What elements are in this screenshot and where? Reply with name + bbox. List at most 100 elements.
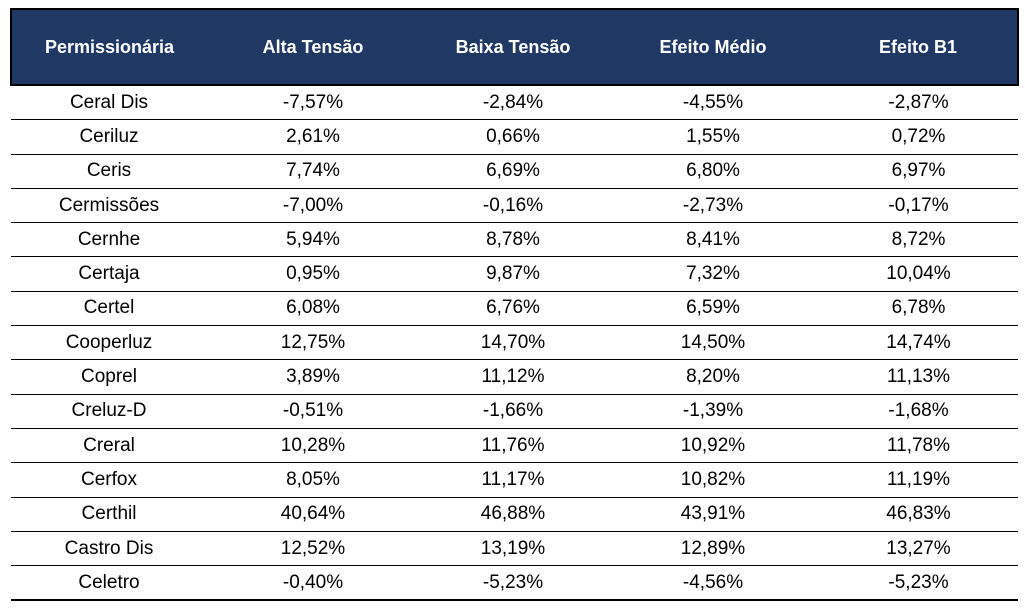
efeito-medio-cell: 10,82% — [607, 462, 819, 498]
table-row: Creral 10,28% 11,76% 10,92% 11,78% — [11, 428, 1018, 464]
permissionaria-cell: Castro Dis — [11, 531, 207, 567]
baixa-tensao-cell: 0,66% — [419, 119, 607, 155]
tariff-effect-table: Permissionária Alta Tensão Baixa Tensão … — [10, 8, 1019, 602]
column-header-baixa-tensao: Baixa Tensão — [419, 8, 607, 86]
alta-tensao-cell: 10,28% — [207, 428, 419, 464]
baixa-tensao-cell: 11,12% — [419, 359, 607, 395]
permissionaria-cell: Certel — [11, 291, 207, 327]
table-row: Creluz-D -0,51% -1,66% -1,39% -1,68% — [11, 394, 1018, 429]
alta-tensao-cell: 12,52% — [207, 531, 419, 567]
alta-tensao-cell: 6,08% — [207, 291, 419, 327]
alta-tensao-cell: 5,94% — [207, 222, 419, 258]
baixa-tensao-cell: 13,19% — [419, 531, 607, 567]
baixa-tensao-cell: 6,76% — [419, 291, 607, 327]
permissionaria-cell: Ceral Dis — [11, 85, 207, 121]
efeito-medio-cell: -4,56% — [607, 565, 819, 602]
alta-tensao-cell: 2,61% — [207, 119, 419, 155]
permissionaria-cell: Cernhe — [11, 222, 207, 258]
baixa-tensao-cell: 6,69% — [419, 154, 607, 189]
table-row: Coprel 3,89% 11,12% 8,20% 11,13% — [11, 359, 1018, 395]
efeito-medio-cell: 1,55% — [607, 119, 819, 155]
table-row: Ceriluz 2,61% 0,66% 1,55% 0,72% — [11, 119, 1018, 155]
alta-tensao-cell: -0,51% — [207, 394, 419, 429]
efeito-medio-cell: 6,59% — [607, 291, 819, 327]
baixa-tensao-cell: 46,88% — [419, 497, 607, 532]
table-row: Ceris 7,74% 6,69% 6,80% 6,97% — [11, 154, 1018, 189]
baixa-tensao-cell: 9,87% — [419, 256, 607, 292]
table-row: Celetro -0,40% -5,23% -4,56% -5,23% — [11, 565, 1018, 602]
permissionaria-cell: Certaja — [11, 256, 207, 292]
baixa-tensao-cell: -5,23% — [419, 565, 607, 602]
permissionaria-cell: Ceriluz — [11, 119, 207, 155]
column-header-efeito-b1: Efeito B1 — [819, 8, 1019, 86]
alta-tensao-cell: 0,95% — [207, 256, 419, 292]
baixa-tensao-cell: 14,70% — [419, 325, 607, 361]
efeito-b1-cell: 14,74% — [819, 325, 1018, 361]
efeito-medio-cell: -1,39% — [607, 394, 819, 429]
efeito-b1-cell: 8,72% — [819, 222, 1018, 258]
table-row: Certaja 0,95% 9,87% 7,32% 10,04% — [11, 256, 1018, 292]
efeito-b1-cell: 6,78% — [819, 291, 1018, 327]
baixa-tensao-cell: -2,84% — [419, 85, 607, 121]
efeito-b1-cell: -1,68% — [819, 394, 1018, 429]
permissionaria-cell: Celetro — [11, 565, 207, 602]
permissionaria-cell: Creluz-D — [11, 394, 207, 429]
alta-tensao-cell: 7,74% — [207, 154, 419, 189]
column-header-efeito-medio: Efeito Médio — [607, 8, 819, 86]
efeito-medio-cell: 43,91% — [607, 497, 819, 532]
baixa-tensao-cell: -1,66% — [419, 394, 607, 429]
baixa-tensao-cell: -0,16% — [419, 188, 607, 224]
column-header-alta-tensao: Alta Tensão — [207, 8, 419, 86]
efeito-b1-cell: -2,87% — [819, 85, 1018, 121]
efeito-medio-cell: 6,80% — [607, 154, 819, 189]
alta-tensao-cell: 3,89% — [207, 359, 419, 395]
efeito-b1-cell: 0,72% — [819, 119, 1018, 155]
efeito-b1-cell: 6,97% — [819, 154, 1018, 189]
efeito-medio-cell: 10,92% — [607, 428, 819, 464]
table-row: Cooperluz 12,75% 14,70% 14,50% 14,74% — [11, 325, 1018, 361]
efeito-b1-cell: 13,27% — [819, 531, 1018, 567]
table-row: Certhil 40,64% 46,88% 43,91% 46,83% — [11, 497, 1018, 532]
baixa-tensao-cell: 11,76% — [419, 428, 607, 464]
column-header-permissionaria: Permissionária — [10, 8, 207, 86]
alta-tensao-cell: -7,57% — [207, 85, 419, 121]
efeito-b1-cell: 11,13% — [819, 359, 1018, 395]
table-header: Permissionária Alta Tensão Baixa Tensão … — [10, 8, 1019, 86]
efeito-medio-cell: -2,73% — [607, 188, 819, 224]
table-row: Cermissões -7,00% -0,16% -2,73% -0,17% — [11, 188, 1018, 224]
table-body: Ceral Dis -7,57% -2,84% -4,55% -2,87% Ceriluz… — [11, 85, 1018, 602]
alta-tensao-cell: 8,05% — [207, 462, 419, 498]
alta-tensao-cell: -0,40% — [207, 565, 419, 602]
permissionaria-cell: Cerfox — [11, 462, 207, 498]
permissionaria-cell: Creral — [11, 428, 207, 464]
table-row: Ceral Dis -7,57% -2,84% -4,55% -2,87% — [11, 85, 1018, 121]
efeito-b1-cell: 11,78% — [819, 428, 1018, 464]
alta-tensao-cell: 12,75% — [207, 325, 419, 361]
efeito-medio-cell: 14,50% — [607, 325, 819, 361]
header-row: Permissionária Alta Tensão Baixa Tensão … — [10, 8, 1019, 86]
efeito-b1-cell: -5,23% — [819, 565, 1018, 602]
efeito-b1-cell: -0,17% — [819, 188, 1018, 224]
alta-tensao-cell: 40,64% — [207, 497, 419, 532]
efeito-medio-cell: 12,89% — [607, 531, 819, 567]
alta-tensao-cell: -7,00% — [207, 188, 419, 224]
table-row: Castro Dis 12,52% 13,19% 12,89% 13,27% — [11, 531, 1018, 567]
baixa-tensao-cell: 8,78% — [419, 222, 607, 258]
tariff-effect-table-container: Permissionária Alta Tensão Baixa Tensão … — [10, 8, 1019, 602]
efeito-medio-cell: -4,55% — [607, 85, 819, 121]
permissionaria-cell: Cermissões — [11, 188, 207, 224]
permissionaria-cell: Coprel — [11, 359, 207, 395]
permissionaria-cell: Cooperluz — [11, 325, 207, 361]
table-row: Cernhe 5,94% 8,78% 8,41% 8,72% — [11, 222, 1018, 258]
permissionaria-cell: Certhil — [11, 497, 207, 532]
table-row: Cerfox 8,05% 11,17% 10,82% 11,19% — [11, 462, 1018, 498]
efeito-b1-cell: 10,04% — [819, 256, 1018, 292]
efeito-b1-cell: 11,19% — [819, 462, 1018, 498]
table-row: Certel 6,08% 6,76% 6,59% 6,78% — [11, 291, 1018, 327]
efeito-b1-cell: 46,83% — [819, 497, 1018, 532]
efeito-medio-cell: 8,41% — [607, 222, 819, 258]
permissionaria-cell: Ceris — [11, 154, 207, 189]
efeito-medio-cell: 8,20% — [607, 359, 819, 395]
efeito-medio-cell: 7,32% — [607, 256, 819, 292]
baixa-tensao-cell: 11,17% — [419, 462, 607, 498]
